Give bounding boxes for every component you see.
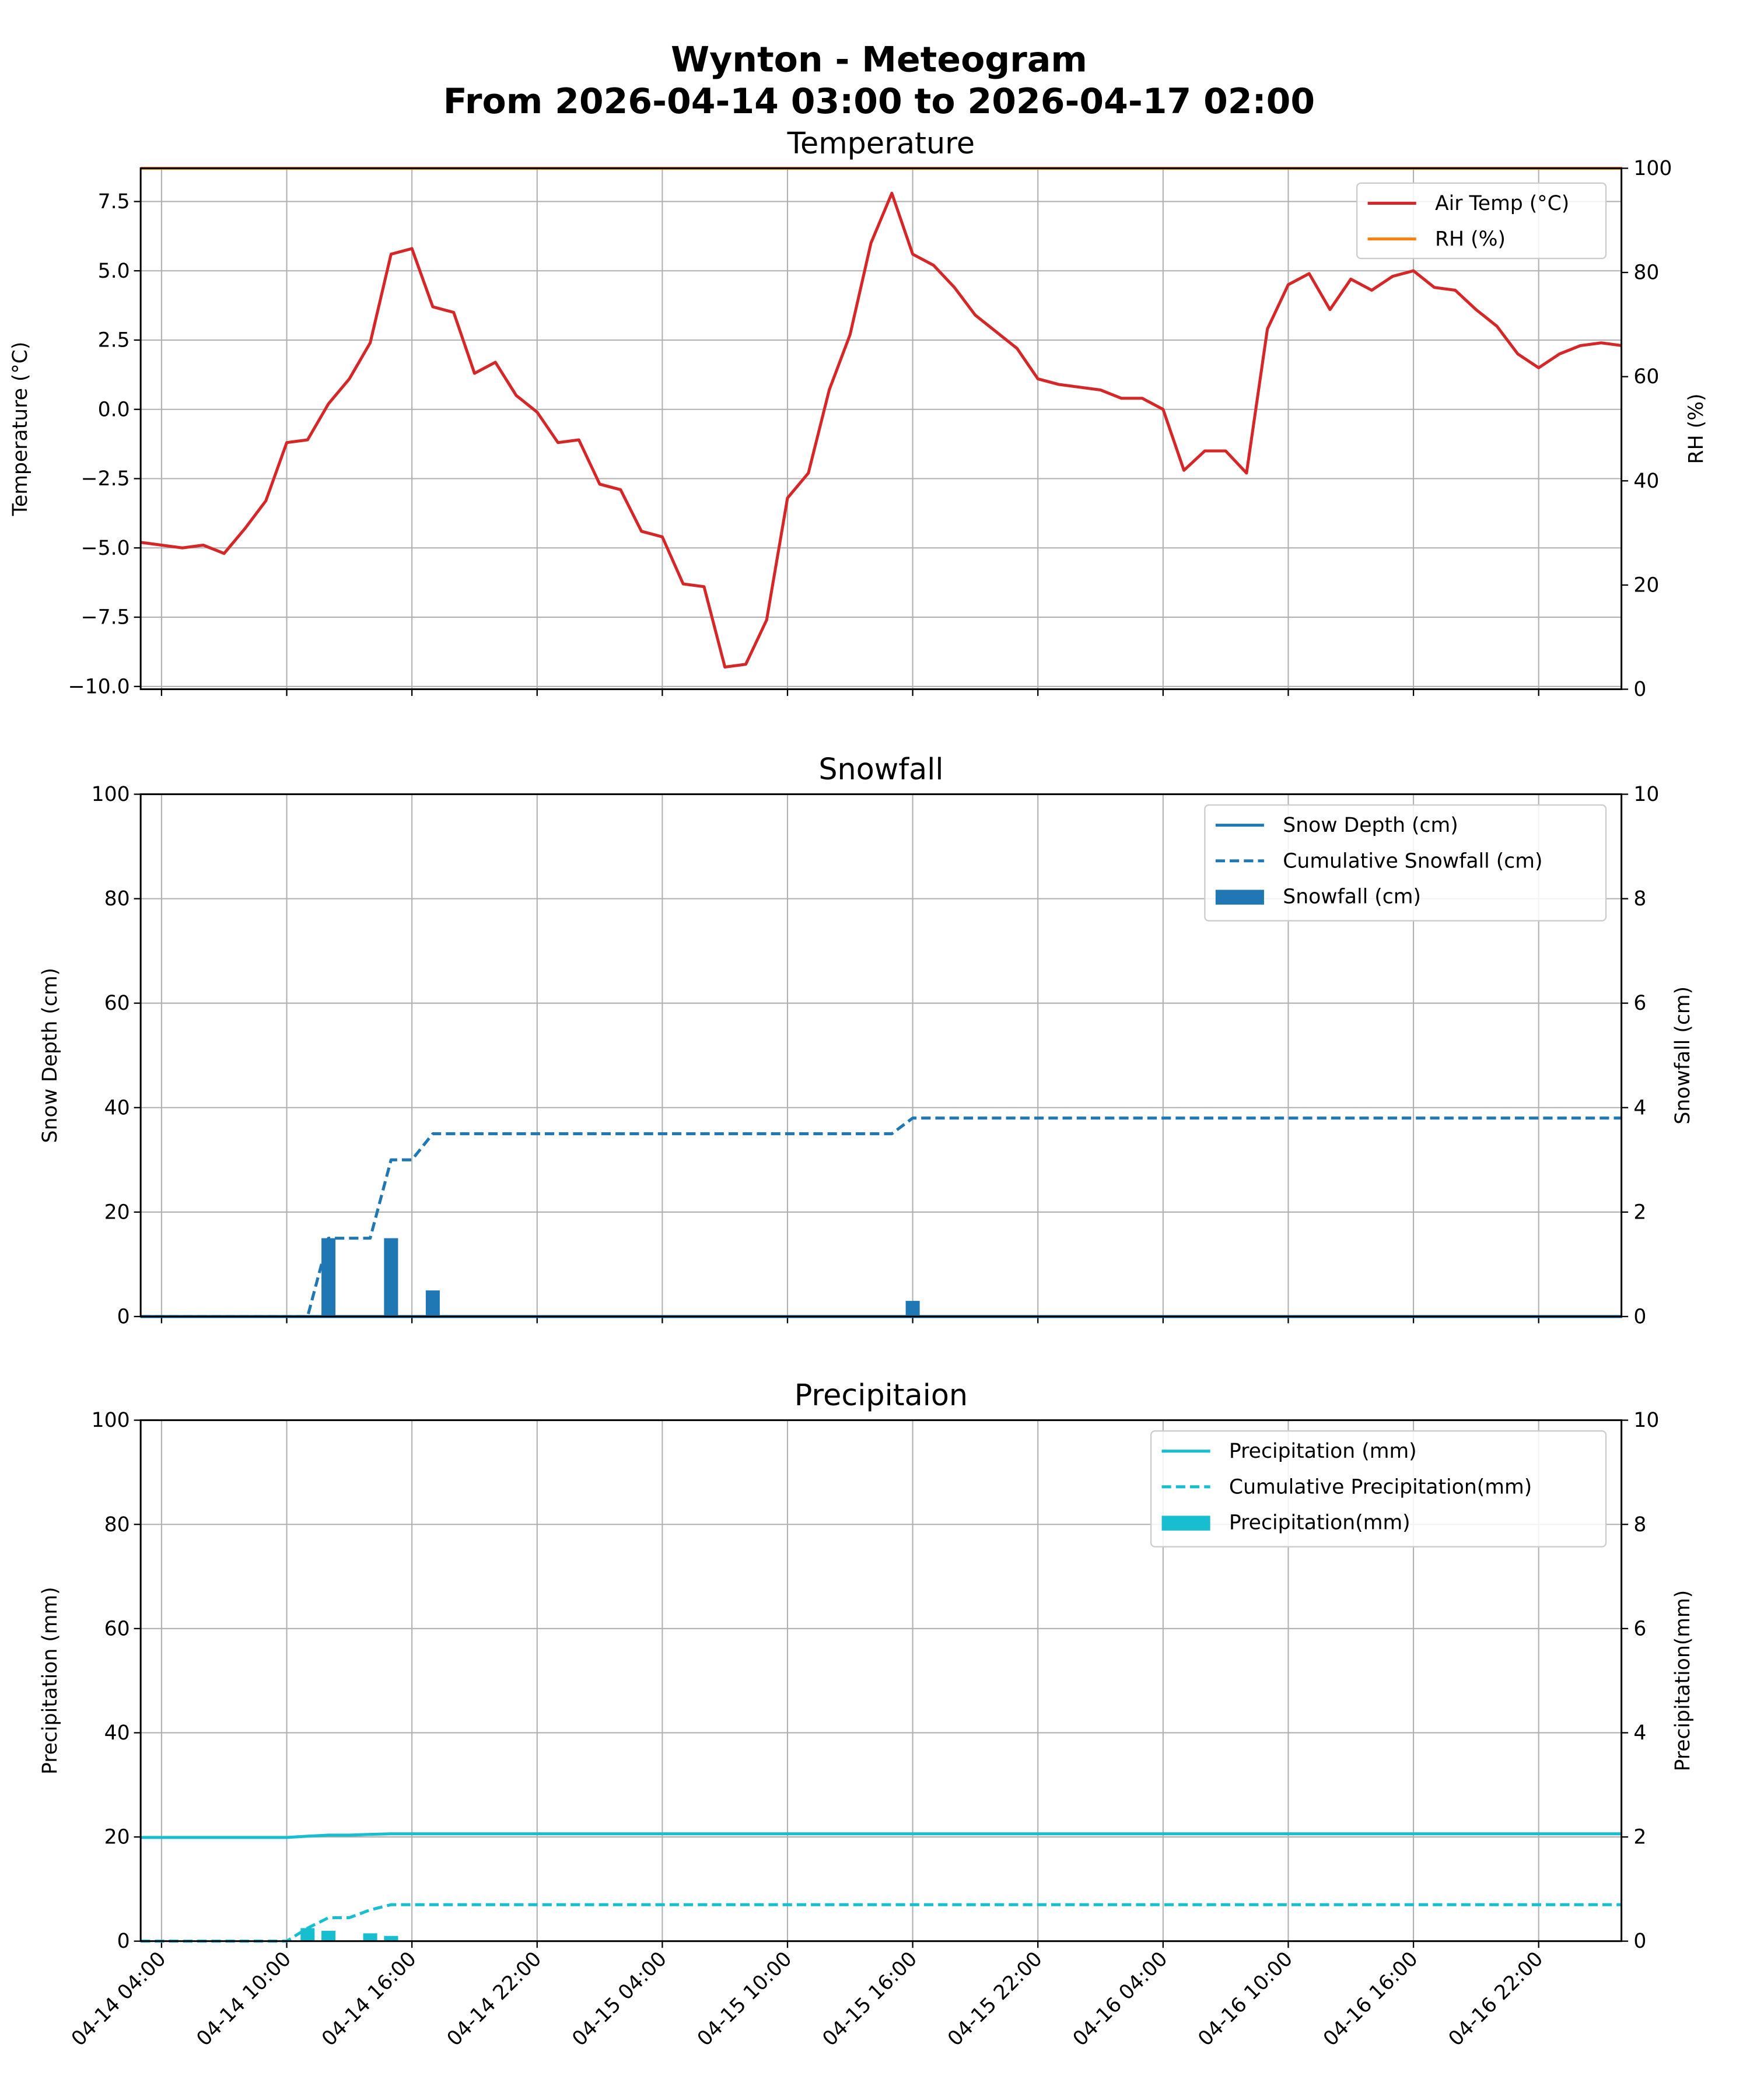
x-tick-label: 04-15 04:00	[568, 1947, 671, 2051]
legend-box	[1356, 182, 1607, 260]
y-right-tick-label: 6	[1633, 992, 1646, 1015]
x-tick-label: 04-14 04:00	[67, 1947, 171, 2051]
y-tick-label: −2.5	[81, 467, 130, 491]
y-right-tick-label: 2	[1633, 1200, 1646, 1224]
y-right-tick-label: 4	[1633, 1721, 1646, 1745]
y-right-tick-label: 0	[1633, 1930, 1646, 1953]
x-tick-label: 04-15 16:00	[818, 1947, 922, 2051]
y-tick-label: 100	[92, 783, 130, 806]
y-right-tick-label: 10	[1633, 1409, 1659, 1432]
y-axis-label: Temperature (°C)	[9, 342, 32, 517]
legend: Snow Depth (cm) Cumulative Snowfall (cm) S…	[1204, 804, 1607, 922]
bar-precipitation-mm	[300, 1928, 315, 1941]
y-tick-label: 7.5	[98, 190, 130, 214]
line-precipitation-mm	[141, 1832, 1622, 1839]
y-tick-label: 5.0	[98, 260, 130, 283]
legend-box	[1204, 804, 1607, 922]
y-tick-label: 40	[104, 1721, 130, 1745]
y-axis-label: Snow Depth (cm)	[38, 968, 62, 1143]
legend: Precipitation (mm) Cumulative Precipitati…	[1150, 1430, 1607, 1548]
y-tick-label: 60	[104, 992, 130, 1015]
x-tick-label: 04-15 22:00	[943, 1947, 1047, 2051]
bar-snowfall-cm	[384, 1238, 398, 1317]
x-tick-label: 04-16 10:00	[1194, 1947, 1297, 2051]
x-tick-label: 04-16 22:00	[1444, 1947, 1548, 2051]
bar-precipitation-mm	[321, 1930, 336, 1941]
y-right-tick-label: 0	[1633, 678, 1646, 701]
legend-swatch-bar	[1161, 1516, 1210, 1531]
y-tick-label: −10.0	[68, 675, 130, 698]
y-axis-label: Precipitation (mm)	[38, 1587, 62, 1774]
y-tick-label: 0	[117, 1305, 130, 1328]
y-right-tick-label: 2	[1633, 1826, 1646, 1849]
plots: −10.0−7.5−5.0−2.50.02.55.07.502040608010…	[9, 126, 1708, 2051]
y-right-tick-label: 0	[1633, 1305, 1646, 1328]
x-tick-label: 04-16 16:00	[1319, 1947, 1423, 2051]
subplot-title: Snowfall	[818, 752, 943, 786]
y-right-tick-label: 10	[1633, 783, 1659, 806]
x-tick-label: 04-14 16:00	[317, 1947, 421, 2051]
legend-label: Cumulative Precipitation(mm)	[1229, 1475, 1532, 1499]
legend-swatch-bar	[1215, 890, 1264, 905]
y-right-tick-label: 40	[1633, 470, 1659, 493]
y-right-tick-label: 60	[1633, 365, 1659, 388]
subplot-title: Temperature	[787, 126, 975, 160]
legend-label: Precipitation(mm)	[1229, 1511, 1410, 1535]
legend-label: Air Temp (°C)	[1435, 192, 1569, 215]
y-right-tick-label: 8	[1633, 887, 1646, 911]
legend-box	[1150, 1430, 1607, 1548]
x-tick-label: 04-14 10:00	[192, 1947, 296, 2051]
bar-snowfall-cm	[425, 1290, 440, 1317]
bar-precipitation-mm	[384, 1936, 398, 1941]
y-tick-label: 20	[104, 1826, 130, 1849]
y-right-tick-label: 4	[1633, 1096, 1646, 1119]
axes-frame	[139, 793, 1623, 1318]
bar-snowfall-cm	[321, 1238, 336, 1317]
axes-frame	[139, 1419, 1623, 1943]
panel-precipitaion: 04-14 04:00 04-14 10:00 04-14 16:00 04-14 2…	[38, 1378, 1695, 2051]
legend-label: Precipitation (mm)	[1229, 1440, 1417, 1463]
y-tick-label: −5.0	[81, 537, 130, 560]
x-tick-label: 04-15 10:00	[693, 1947, 797, 2051]
y-tick-label: 40	[104, 1096, 130, 1119]
y-right-axis-label: Snowfall (cm)	[1671, 986, 1695, 1125]
figure-title: Wynton - Meteogram	[671, 39, 1087, 80]
legend-label: RH (%)	[1435, 228, 1506, 251]
y-right-tick-label: 20	[1633, 573, 1659, 597]
y-right-axis-label: Precipitation(mm)	[1671, 1590, 1695, 1772]
subplot-title: Precipitaion	[794, 1378, 968, 1412]
line-air-temp-c	[140, 191, 1623, 669]
y-right-tick-label: 100	[1633, 157, 1672, 180]
bar-precipitation-mm	[363, 1933, 377, 1941]
y-tick-label: −7.5	[81, 606, 130, 629]
x-tick-label: 04-14 22:00	[443, 1947, 547, 2051]
y-tick-label: 80	[104, 887, 130, 911]
legend: Air Temp (°C) RH (%)	[1356, 182, 1607, 260]
axes-frame	[139, 167, 1623, 691]
y-tick-label: 0.0	[98, 398, 130, 421]
line-cumulative-precipitation-mm	[141, 1903, 1622, 1943]
bar-snowfall-cm	[905, 1301, 920, 1317]
y-tick-label: 0	[117, 1930, 130, 1953]
x-tick-label: 04-16 04:00	[1069, 1947, 1172, 2051]
line-cumulative-snowfall-cm	[141, 1116, 1622, 1318]
y-tick-label: 2.5	[98, 329, 130, 352]
y-tick-label: 80	[104, 1513, 130, 1536]
panel-snowfall: 0 20 40 60 80 100 0 2 4 6 8 10 Snowfall Snow Depth (c…	[38, 752, 1695, 1328]
legend-label: Snowfall (cm)	[1283, 885, 1421, 908]
figure-subtitle: From 2026-04-14 03:00 to 2026-04-17 02:0…	[443, 81, 1315, 122]
panel-temperature: −10.0 −7.5 −5.0 −2.5 0.0 2.5 5.0 7.5 0 20 40 60 80 10…	[9, 126, 1708, 701]
y-right-tick-label: 6	[1633, 1617, 1646, 1640]
y-tick-label: 20	[104, 1200, 130, 1224]
y-right-axis-label: RH (%)	[1685, 394, 1708, 464]
legend-label: Snow Depth (cm)	[1283, 814, 1458, 837]
y-right-tick-label: 80	[1633, 261, 1659, 285]
y-tick-label: 60	[104, 1617, 130, 1640]
y-right-tick-label: 8	[1633, 1513, 1646, 1536]
legend-label: Cumulative Snowfall (cm)	[1283, 849, 1542, 873]
y-tick-label: 100	[92, 1409, 130, 1432]
